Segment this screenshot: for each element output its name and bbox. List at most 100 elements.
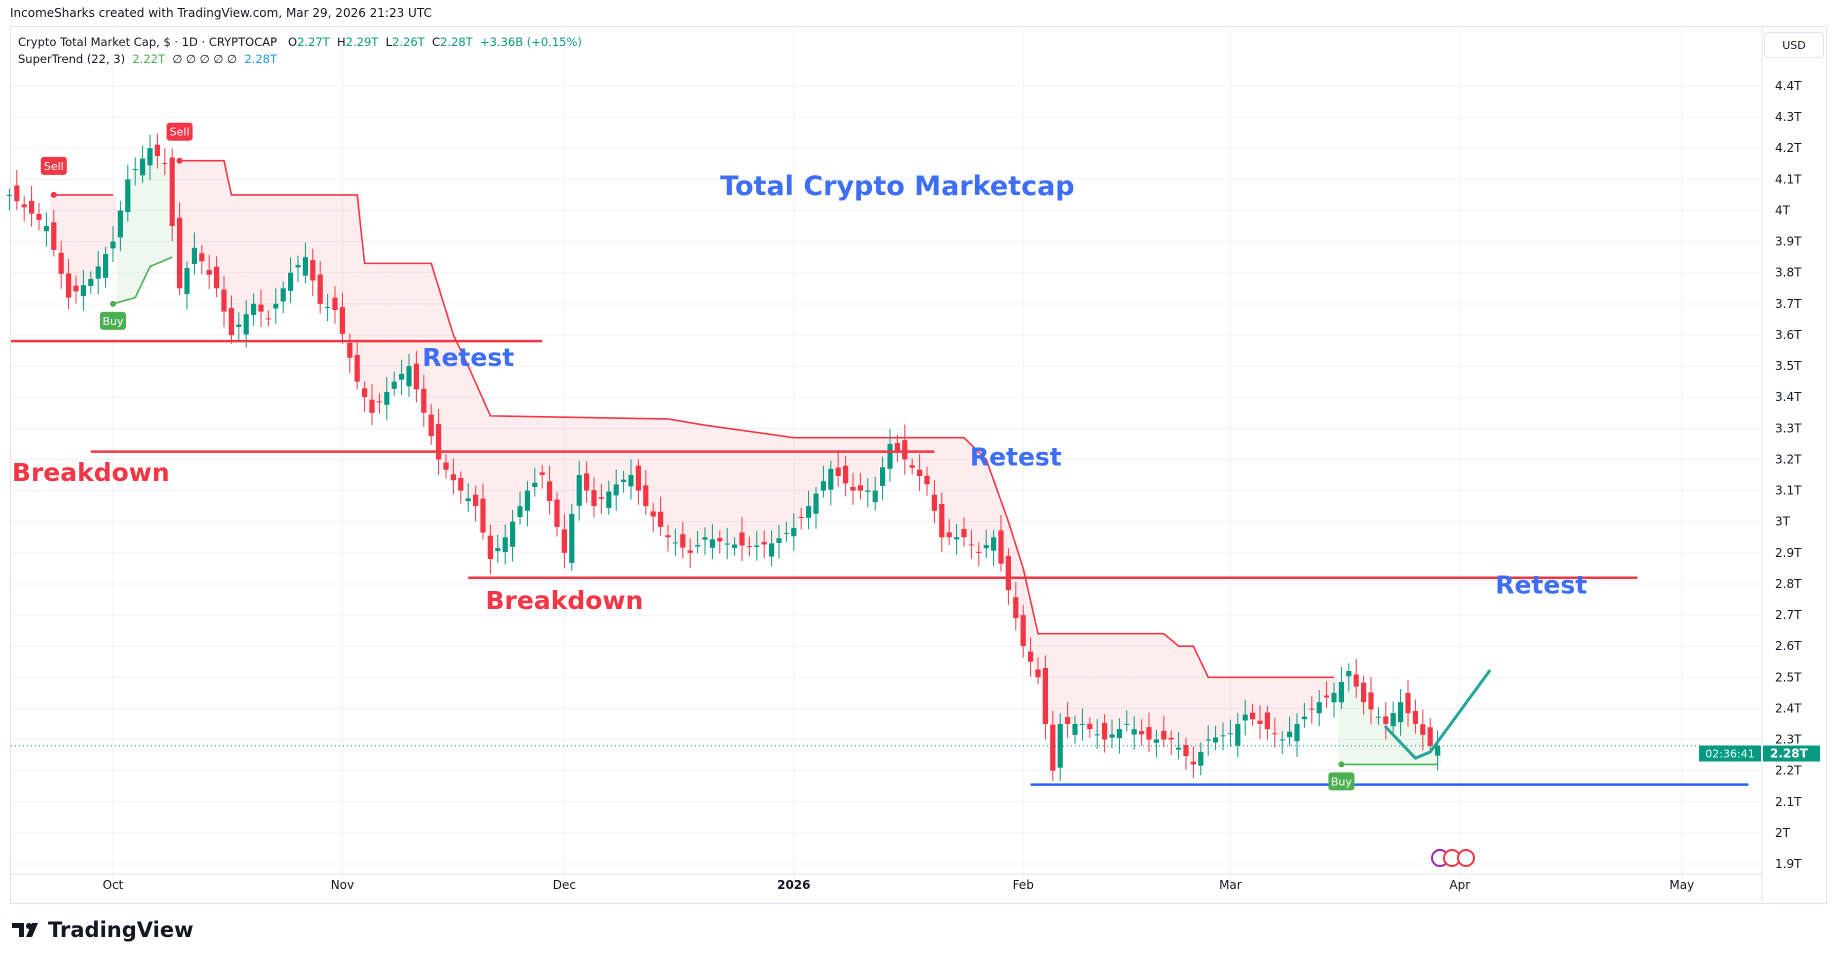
candle-body: [354, 354, 360, 382]
candle-body: [687, 550, 693, 553]
candle-body: [902, 440, 908, 460]
y-tick-label: 2.2T: [1775, 764, 1802, 778]
x-tick-label: Feb: [1013, 878, 1034, 892]
candle-body: [1020, 615, 1026, 647]
candle-body: [1390, 713, 1396, 727]
candle-body: [1257, 720, 1263, 724]
x-tick-label: Nov: [331, 878, 354, 892]
candle-body: [1005, 555, 1011, 591]
candle-body: [1375, 716, 1381, 718]
supertrend-fill: [346, 194, 354, 358]
candle-body: [339, 307, 345, 334]
candle-body: [724, 543, 730, 545]
supertrend-fill: [323, 194, 332, 307]
candle-body: [206, 269, 212, 275]
candle-body: [1353, 674, 1359, 687]
supertrend-fill: [649, 418, 657, 517]
supertrend-fill: [1026, 601, 1035, 662]
indicator-name[interactable]: SuperTrend (22, 3): [18, 52, 126, 66]
supertrend-fill: [220, 160, 228, 312]
supertrend-fill: [212, 160, 221, 289]
supertrend-fill: [64, 194, 73, 298]
candle-body: [384, 392, 390, 405]
supertrend-fill: [1078, 633, 1087, 724]
candle-body: [1079, 723, 1085, 725]
signal-dot: [176, 157, 183, 164]
supertrend-fill: [790, 437, 798, 528]
supertrend-fill: [1226, 677, 1235, 734]
y-tick-label: 2.7T: [1775, 608, 1802, 622]
supertrend-fill: [360, 263, 369, 398]
candle-body: [539, 472, 545, 475]
candle-body: [650, 511, 656, 517]
candle-body: [1028, 651, 1034, 662]
candle-body: [80, 285, 86, 297]
supertrend-fill: [242, 194, 250, 315]
candle-body: [1161, 730, 1167, 740]
supertrend-fill: [679, 421, 687, 548]
candle-body: [709, 539, 715, 548]
candle-body: [1042, 667, 1048, 724]
supertrend-fill: [938, 437, 946, 538]
x-tick-label: 2026: [777, 878, 810, 892]
indicator-nulls: ∅ ∅ ∅ ∅ ∅: [172, 52, 238, 66]
chart-frame: [10, 26, 1827, 904]
candle-body: [517, 506, 523, 518]
supertrend-fill: [272, 194, 280, 304]
y-tick-label: 3.2T: [1775, 452, 1802, 466]
supertrend-fill: [87, 194, 95, 279]
candle-body: [1294, 723, 1300, 742]
supertrend-fill: [420, 263, 428, 413]
close-value: 2.28T: [440, 35, 473, 49]
supertrend-fill: [1115, 633, 1124, 730]
supertrend-fill: [1130, 633, 1138, 730]
candle-body: [6, 194, 12, 196]
indicator-legend: SuperTrend (22, 3) 2.22T ∅ ∅ ∅ ∅ ∅ 2.28T: [18, 51, 582, 68]
annotation-retest: Retest: [1495, 570, 1587, 599]
y-tick-label: 4.1T: [1775, 172, 1802, 186]
supertrend-fill: [1219, 677, 1227, 736]
candle-body: [1087, 723, 1093, 730]
supertrend-fill: [753, 432, 761, 546]
supertrend-fill: [1263, 677, 1272, 730]
supertrend-fill: [198, 160, 206, 262]
candle-body: [1035, 669, 1041, 678]
supertrend-fill: [716, 427, 724, 542]
supertrend-fill: [864, 437, 872, 491]
candle-body: [680, 534, 686, 548]
symbol-name[interactable]: Crypto Total Market Cap, $ · 1D · CRYPTO…: [18, 35, 278, 49]
change-value: +3.36B (+0.15%): [479, 35, 582, 49]
currency-button[interactable]: USD: [1764, 32, 1824, 58]
supertrend-fill: [249, 194, 258, 304]
candle-body: [302, 257, 308, 276]
supertrend-fill: [1167, 639, 1175, 740]
candle-body: [820, 481, 826, 491]
supertrend-fill: [442, 311, 450, 470]
supertrend-fill: [427, 263, 435, 437]
candle-body: [584, 473, 590, 491]
supertrend-fill: [1137, 633, 1146, 735]
candle-body: [1287, 731, 1293, 738]
candle-body: [732, 544, 738, 548]
high-value: 2.29T: [345, 35, 379, 49]
y-tick-label: 3.8T: [1775, 266, 1802, 280]
candle-body: [739, 532, 745, 546]
candle-body: [843, 465, 849, 484]
y-tick-label: 2.8T: [1775, 577, 1802, 591]
candle-body: [976, 551, 982, 553]
y-tick-label: 4T: [1775, 203, 1791, 217]
supertrend-fill: [471, 382, 480, 507]
supertrend-fill: [952, 437, 961, 538]
candle-body: [1146, 727, 1152, 740]
candle-body: [1220, 735, 1226, 737]
supertrend-fill: [1012, 545, 1020, 619]
chart-title: Total Crypto Marketcap: [720, 171, 1074, 202]
candle-body: [399, 373, 405, 380]
supertrend-fill: [412, 263, 421, 390]
candle-body: [1183, 744, 1189, 757]
supertrend-fill: [1426, 745, 1434, 765]
candle-body: [1250, 712, 1256, 720]
supertrend-fill: [79, 194, 88, 286]
signal-buy-badge: Buy: [100, 300, 126, 330]
